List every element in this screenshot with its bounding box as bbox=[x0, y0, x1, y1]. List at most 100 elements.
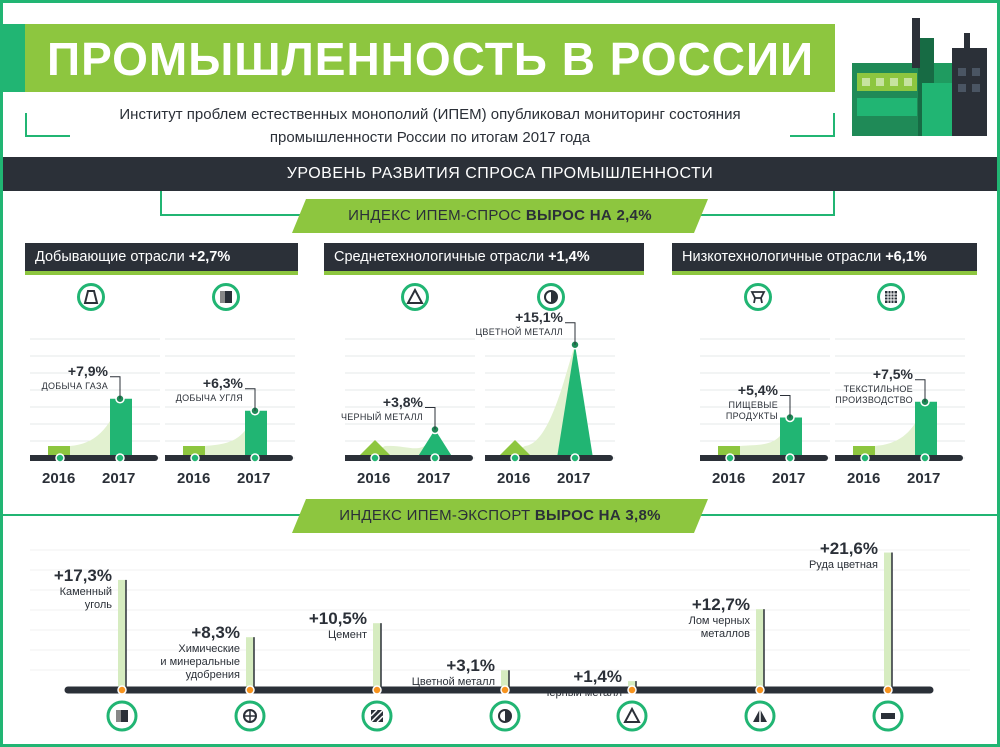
year-label: 2017 bbox=[417, 470, 451, 487]
export-item-label: Химические и минеральные удобрения bbox=[160, 643, 240, 682]
ferrous-metal-icon bbox=[623, 706, 641, 723]
data-point bbox=[510, 453, 520, 463]
data-point bbox=[430, 453, 440, 463]
cement-icon bbox=[370, 709, 384, 723]
bar-2017 bbox=[245, 410, 267, 458]
year-label: 2017 bbox=[772, 470, 806, 487]
export-item-label: Лом черных металлов bbox=[688, 615, 750, 641]
triangle-2016 bbox=[497, 440, 533, 458]
bar-2017 bbox=[110, 398, 132, 458]
sector-label: ПИЩЕВЫЕ ПРОДУКТЫ bbox=[725, 399, 778, 421]
fertilizer-icon bbox=[243, 709, 257, 723]
export-bar bbox=[884, 552, 892, 690]
export-bar bbox=[756, 609, 764, 690]
export-item-label: Цветной металл bbox=[411, 676, 495, 689]
data-point bbox=[570, 453, 580, 463]
trend-area bbox=[183, 410, 255, 458]
sector-label: ТЕКСТИЛЬНОЕ ПРОИЗВОДСТВО bbox=[835, 383, 913, 405]
gas-extraction-icon bbox=[77, 283, 105, 311]
category-underline bbox=[324, 271, 644, 275]
export-point bbox=[500, 685, 510, 695]
category-lowtech: Низкотехнологичные отрасли +6,1% bbox=[672, 243, 977, 271]
export-point bbox=[372, 685, 382, 695]
year-label: 2016 bbox=[712, 470, 746, 487]
data-point bbox=[860, 453, 870, 463]
export-item-label: Каменный уголь bbox=[59, 585, 112, 611]
export-point bbox=[117, 685, 127, 695]
data-point bbox=[190, 453, 200, 463]
trend-area bbox=[718, 417, 790, 458]
export-growth-percent: +3,1% bbox=[446, 656, 495, 676]
coal-icon bbox=[116, 710, 128, 722]
sector-label: ЦВЕТНОЙ МЕТАЛЛ bbox=[475, 326, 563, 337]
category-underline bbox=[672, 271, 977, 275]
trend-area bbox=[853, 401, 925, 458]
data-point bbox=[55, 453, 65, 463]
export-growth-percent: +10,5% bbox=[308, 609, 367, 629]
ferrous-metal-icon bbox=[401, 283, 429, 311]
growth-percent: +3,8% bbox=[382, 393, 423, 410]
demand-chart: +6,3% ДОБЫЧА УГЛЯ 2016 2017 bbox=[165, 320, 295, 487]
data-point bbox=[920, 453, 930, 463]
export-growth-percent: +8,3% bbox=[191, 623, 240, 643]
category-extractive: Добывающие отрасли +2,7% bbox=[25, 243, 298, 271]
sector-label: ЧЕРНЫЙ МЕТАЛЛ bbox=[340, 411, 423, 422]
year-label: 2016 bbox=[497, 470, 531, 487]
callout-line bbox=[565, 322, 576, 345]
subtitle-line-2: промышленности России по итогам 2017 год… bbox=[269, 129, 591, 146]
export-point bbox=[755, 685, 765, 695]
export-item-label: Черный металл bbox=[542, 687, 622, 700]
export-bar bbox=[373, 623, 381, 690]
demand-chart: +7,5% ТЕКСТИЛЬНОЕ ПРОИЗВОДСТВО 2016 2017 bbox=[835, 320, 965, 487]
year-label: 2016 bbox=[42, 470, 76, 487]
export-bar bbox=[118, 579, 126, 690]
year-label: 2017 bbox=[237, 470, 271, 487]
growth-percent: +5,4% bbox=[737, 381, 778, 398]
factory-icon bbox=[852, 18, 987, 136]
data-point bbox=[725, 453, 735, 463]
ore-icon bbox=[881, 713, 895, 719]
year-label: 2016 bbox=[177, 470, 211, 487]
export-point bbox=[627, 685, 637, 695]
export-growth-percent: +21,6% bbox=[819, 538, 878, 558]
demand-index-label: ИНДЕКС ИПЕМ-СПРОС ВЫРОС НА 2,4% bbox=[292, 199, 708, 233]
export-growth-percent: +17,3% bbox=[53, 565, 112, 585]
export-point bbox=[245, 685, 255, 695]
title-banner: ПРОМЫШЛЕННОСТЬ В РОССИИ bbox=[0, 24, 835, 92]
export-bar bbox=[501, 670, 509, 690]
data-point bbox=[370, 453, 380, 463]
data-point bbox=[785, 453, 795, 463]
nonferrous-metal-icon bbox=[498, 709, 512, 723]
growth-percent: +7,9% bbox=[67, 362, 108, 379]
textile-icon bbox=[877, 283, 905, 311]
sector-label: ДОБЫЧА ГАЗА bbox=[41, 380, 108, 391]
scrap-metal-icon bbox=[753, 709, 767, 722]
subtitle-line-1: Институт проблем естественных монополий … bbox=[119, 106, 741, 123]
bar-2017 bbox=[915, 401, 937, 458]
category-underline bbox=[25, 271, 298, 275]
year-label: 2017 bbox=[557, 470, 591, 487]
page-subtitle: Институт проблем естественных монополий … bbox=[70, 103, 790, 149]
export-point bbox=[883, 685, 893, 695]
triangle-2017 bbox=[557, 344, 593, 458]
triangle-2017 bbox=[417, 429, 453, 458]
trend-area bbox=[48, 398, 120, 458]
year-label: 2016 bbox=[847, 470, 881, 487]
bar-2017 bbox=[780, 417, 802, 458]
export-growth-percent: +12,7% bbox=[691, 595, 750, 615]
year-label: 2017 bbox=[102, 470, 136, 487]
callout-line bbox=[245, 388, 256, 411]
coal-icon bbox=[212, 283, 240, 311]
demand-section-title: УРОВЕНЬ РАЗВИТИЯ СПРОСА ПРОМЫШЛЕННОСТИ bbox=[3, 157, 997, 191]
trend-area bbox=[503, 344, 575, 458]
nonferrous-metal-icon bbox=[537, 283, 565, 311]
demand-chart: +7,9% ДОБЫЧА ГАЗА 2016 2017 bbox=[30, 320, 160, 487]
export-item-label: Цемент bbox=[327, 629, 367, 642]
triangle-2016 bbox=[357, 440, 393, 458]
demand-chart: +3,8% ЧЕРНЫЙ МЕТАЛЛ 2016 2017 bbox=[341, 320, 475, 487]
export-index-text: ИНДЕКС ИПЕМ-ЭКСПОРТ bbox=[339, 507, 535, 524]
data-point bbox=[115, 453, 125, 463]
year-label: 2017 bbox=[907, 470, 941, 487]
export-growth-percent: +1,4% bbox=[573, 667, 622, 687]
